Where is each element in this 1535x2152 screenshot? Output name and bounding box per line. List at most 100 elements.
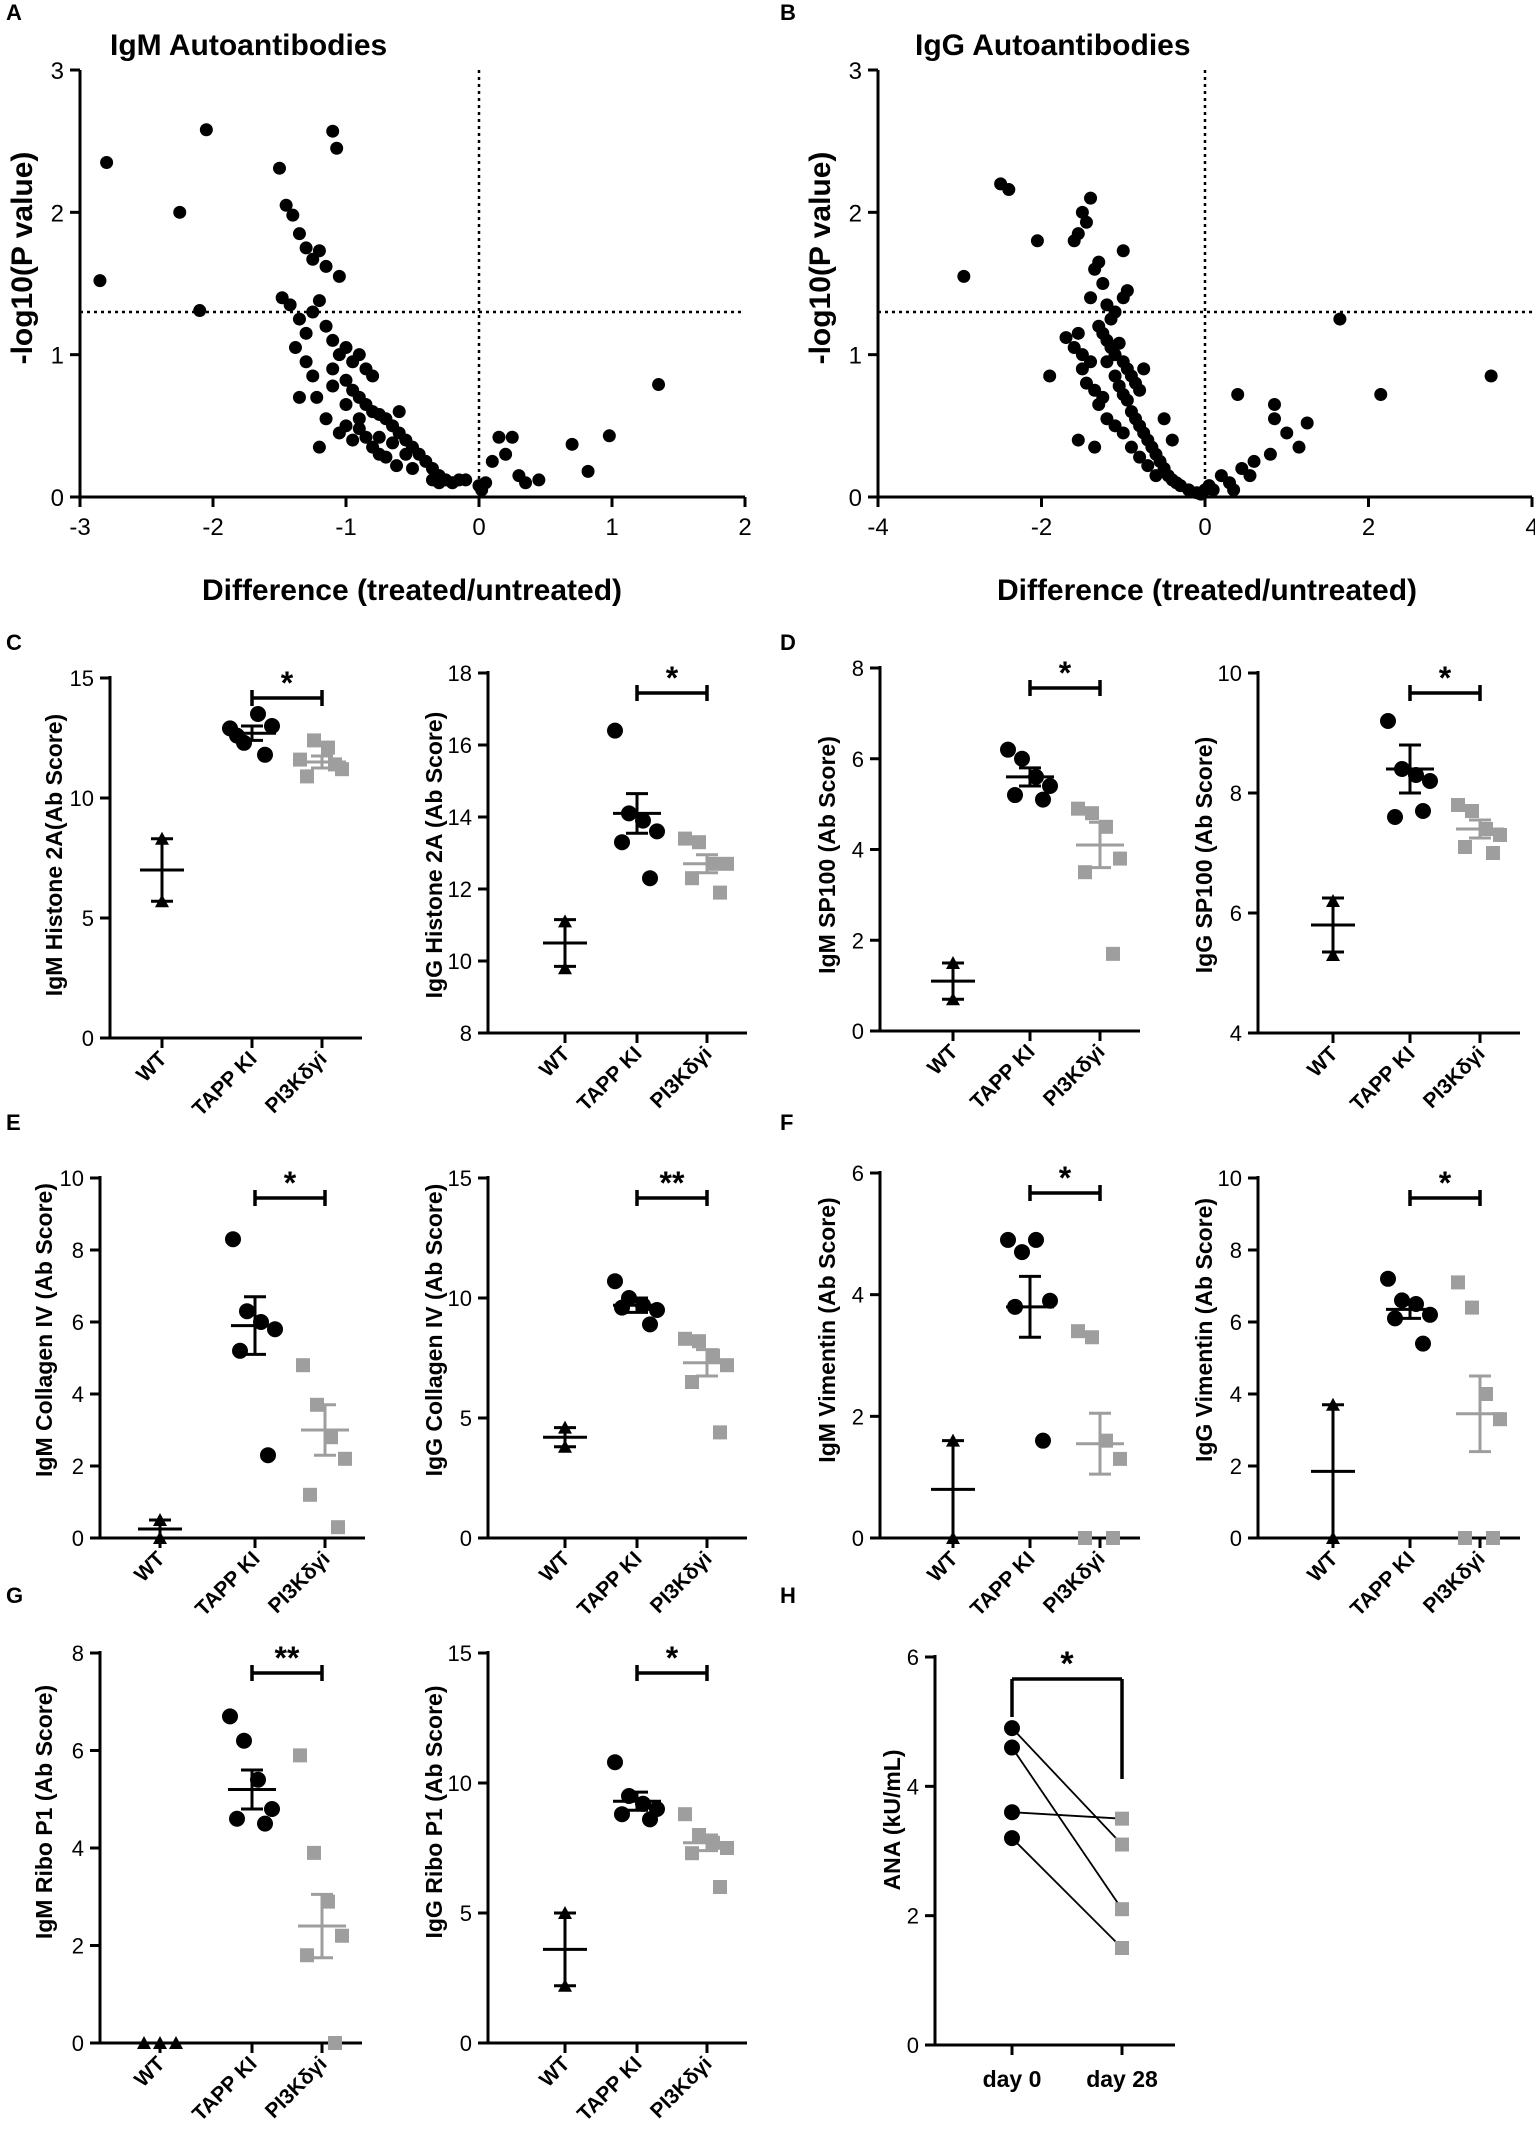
data-point <box>1486 1531 1500 1545</box>
data-point <box>649 823 665 840</box>
data-point <box>957 269 971 283</box>
data-point <box>652 378 666 392</box>
data-point <box>1247 454 1261 468</box>
y-tick-label: 10 <box>1218 661 1242 686</box>
data-point <box>678 1807 692 1822</box>
data-point <box>1028 768 1044 785</box>
x-tick-label: PI3Kδγi <box>261 1047 332 1118</box>
panel-letter-a: A <box>6 0 22 25</box>
x-tick-label: -2 <box>1031 514 1052 541</box>
data-point <box>1116 426 1130 440</box>
data-point <box>1141 459 1155 473</box>
data-point <box>332 269 346 283</box>
data-point <box>1106 946 1120 961</box>
data-point <box>1465 1300 1479 1315</box>
data-point <box>1380 713 1396 729</box>
data-point <box>321 740 335 755</box>
data-point <box>1099 819 1113 834</box>
data-point <box>236 1732 252 1749</box>
data-point <box>1004 1830 1020 1847</box>
data-point <box>1085 1330 1099 1345</box>
data-point <box>558 961 572 975</box>
panel-letter-f: F <box>780 1110 793 1135</box>
y-tick-label: 0 <box>1230 1526 1242 1551</box>
data-point <box>239 1303 255 1320</box>
y-tick-label: 0 <box>72 2031 84 2056</box>
data-point <box>283 298 297 312</box>
significance-label: * <box>666 1640 679 1676</box>
data-point <box>581 464 595 478</box>
data-point <box>607 1754 623 1771</box>
data-point <box>299 355 313 369</box>
data-point <box>1465 804 1479 818</box>
data-point <box>1071 433 1085 447</box>
pair-connector <box>1011 1747 1123 1910</box>
y-tick-label: 6 <box>72 1310 84 1335</box>
data-point <box>303 1487 317 1502</box>
data-point <box>306 369 320 383</box>
data-point <box>1227 483 1241 497</box>
data-point <box>310 1397 324 1412</box>
data-point <box>558 1439 572 1453</box>
y-tick-label: 10 <box>1218 1166 1242 1191</box>
data-point <box>499 447 513 461</box>
x-tick-label: PI3Kδγi <box>264 1547 335 1618</box>
data-point <box>1075 362 1089 376</box>
y-tick-label: 8 <box>72 1238 84 1263</box>
data-point <box>292 227 306 241</box>
y-tick-label: 10 <box>448 1771 472 1796</box>
data-point <box>1486 846 1500 860</box>
x-tick-label: PI3Kδγi <box>1039 1547 1110 1618</box>
data-point <box>692 1828 706 1842</box>
paired-plot-ana: ANA (kU/mL) 0 2 4 6 day 0 day 28 * <box>879 1645 1175 2092</box>
y-tick-label: 14 <box>448 805 472 830</box>
data-point <box>649 1302 665 1318</box>
data-point <box>621 805 637 822</box>
data-point <box>706 1835 720 1850</box>
data-point <box>359 430 373 444</box>
x-tick-label: WT <box>130 1547 169 1586</box>
y-tick-label: 0 <box>852 1526 864 1551</box>
data-point <box>1231 388 1245 402</box>
data-point <box>399 447 413 461</box>
data-point <box>635 812 651 829</box>
x-tick-label: TAPP KI <box>573 2052 646 2125</box>
data-point <box>1374 388 1388 402</box>
data-point <box>100 156 114 170</box>
y-tick-label: 0 <box>51 485 64 512</box>
data-point <box>312 440 326 454</box>
data-point <box>1267 397 1281 411</box>
data-point <box>1120 284 1134 298</box>
data-point <box>1493 1412 1507 1427</box>
data-point <box>153 2036 167 2049</box>
data-point <box>292 312 306 326</box>
data-point <box>479 476 493 490</box>
data-point <box>319 412 333 426</box>
data-point <box>250 1771 266 1788</box>
data-point <box>1079 215 1093 229</box>
data-point <box>532 473 546 487</box>
data-point <box>260 1447 276 1464</box>
x-tick-label: WT <box>130 2052 169 2091</box>
data-point <box>1071 1324 1085 1339</box>
data-point <box>685 1375 699 1389</box>
y-tick-label: 4 <box>72 1382 84 1407</box>
data-point <box>352 348 366 362</box>
x-tick-label: PI3Kδγi <box>646 1547 717 1618</box>
data-point <box>1035 1432 1051 1449</box>
x-tick-label: PI3Kδγi <box>1039 1040 1110 1111</box>
data-point <box>1243 469 1257 483</box>
data-point <box>1071 801 1085 816</box>
data-point <box>1028 1231 1044 1248</box>
data-point <box>390 459 404 473</box>
data-point <box>1267 412 1281 426</box>
data-point <box>635 1297 651 1314</box>
data-point <box>1149 469 1163 483</box>
y-tick-label: 18 <box>448 661 472 686</box>
data-point <box>1137 362 1151 376</box>
data-point <box>614 1806 630 1823</box>
pair-connector <box>1011 1837 1123 1949</box>
data-point <box>602 429 616 443</box>
dotplot-igg-vimentin: IgG Vimentin (Ab Score) 0 2 4 6 8 10 WT TAPP KI… <box>1191 1165 1520 1621</box>
